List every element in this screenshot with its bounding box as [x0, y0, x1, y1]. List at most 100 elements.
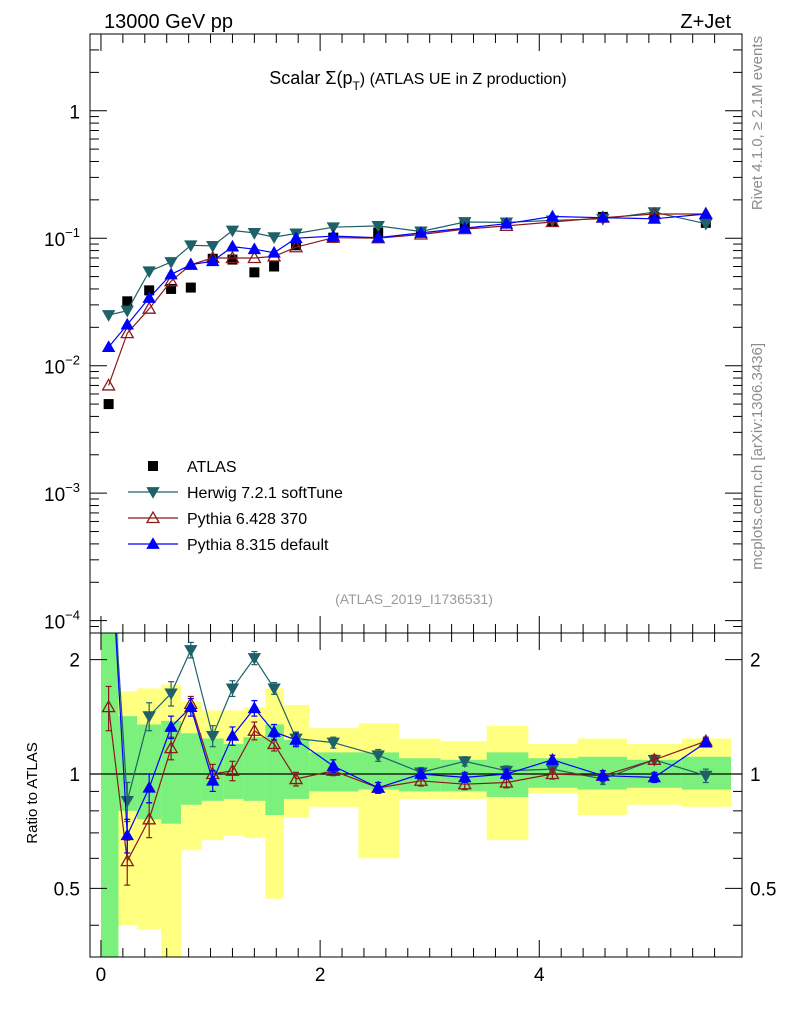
ratio-band-green [223, 743, 244, 799]
chart-title-prefix: Scalar Σ(p [269, 68, 352, 88]
ratio-point [545, 752, 560, 765]
ratio-point [164, 688, 178, 701]
main-point [326, 229, 340, 241]
main-point [371, 230, 385, 243]
ratio-point [184, 645, 198, 657]
main-ytick-base: 1 [69, 103, 80, 124]
main-point [225, 250, 240, 264]
ratio-point [326, 759, 340, 771]
main-point [699, 218, 713, 231]
main-point [289, 231, 303, 244]
ratio-point [545, 766, 560, 780]
main-ytick-label: 1 [69, 103, 80, 124]
legend-marker [146, 487, 160, 499]
ratio-band-green [161, 720, 181, 824]
ratio-ytick-label-right: 1 [750, 765, 761, 786]
main-point [699, 207, 713, 219]
legend-marker [145, 510, 161, 524]
legend-marker [148, 461, 158, 471]
xtick-label: 4 [534, 965, 545, 986]
ratio-ytick-label-left: 0.5 [54, 879, 80, 900]
main-point [269, 261, 280, 272]
ratio-point [225, 763, 240, 776]
main-point [247, 242, 262, 255]
ratio-band-green [180, 733, 202, 805]
main-point [326, 222, 340, 235]
main-point [499, 216, 514, 229]
ratio-point [247, 701, 262, 714]
main-series-2 [101, 206, 713, 391]
legend-label: Herwig 7.2.1 softTune [187, 485, 343, 502]
ratio-point [499, 767, 514, 779]
ratio-series-2 [101, 685, 713, 886]
header-left: 13000 GeV pp [104, 11, 233, 33]
ratio-point [413, 773, 429, 786]
legend-label: Pythia 6.428 370 [187, 511, 307, 528]
main-point [164, 267, 178, 280]
ratio-point [647, 752, 662, 765]
ratio-point [163, 740, 179, 754]
ratio-point [267, 725, 281, 737]
ratio-point [289, 733, 303, 745]
ratio-point [371, 750, 385, 763]
main-point [647, 212, 662, 224]
main-point [458, 221, 472, 234]
mcplots-label: mcplots.cern.ch [arXiv:1306.3436] [749, 343, 766, 570]
xtick-label: 0 [96, 965, 107, 986]
main-point [103, 399, 114, 410]
ratio-point [225, 729, 240, 741]
ratio-point [596, 768, 610, 781]
ratio-frame [89, 632, 743, 958]
ratio-point [499, 775, 514, 788]
main-ytick-label: 10−4 [44, 608, 80, 634]
main-point [267, 232, 281, 244]
main-point [184, 257, 198, 270]
chart-title-sub: T [352, 79, 360, 93]
main-point [206, 241, 220, 253]
ratio-panel: 0.5 0.5 1 1 2 2 0 2 4 [54, 632, 776, 986]
main-point [101, 378, 116, 391]
main-point [225, 239, 240, 252]
ratio-point [120, 828, 134, 841]
ratio-point [371, 780, 385, 793]
ratio-point [699, 770, 713, 783]
main-point [101, 310, 116, 322]
legend-label: ATLAS [187, 459, 237, 476]
ratio-point [206, 773, 220, 786]
chart-title: Scalar Σ(pT) (ATLAS UE in Z production) [269, 68, 566, 93]
main-point [247, 228, 262, 240]
main-series-3 [101, 207, 713, 352]
main-ytick-base: 10 [44, 358, 65, 379]
ratio-point [699, 735, 713, 748]
main-panel: 10−410−310−210−11 [44, 33, 743, 634]
ratio-ytick-label-right: 2 [750, 651, 761, 672]
ratio-point [120, 853, 135, 867]
ratio-point [458, 770, 472, 783]
ratio-point [164, 720, 178, 732]
main-series-line [108, 213, 706, 386]
ratio-point [142, 711, 156, 723]
main-point [142, 291, 156, 303]
main-point [249, 267, 260, 278]
ratio-point [120, 795, 134, 808]
ratio-point [326, 737, 340, 750]
analysis-tag: (ATLAS_2019_I1736531) [335, 591, 493, 607]
ratio-point [247, 653, 262, 665]
main-point [120, 325, 135, 339]
main-ytick-exp: −4 [65, 608, 80, 623]
main-point [164, 257, 178, 269]
main-point [142, 301, 157, 314]
main-point [185, 282, 196, 293]
main-ytick-base: 10 [44, 230, 65, 251]
ratio-band-green [243, 737, 266, 801]
main-point [545, 209, 560, 222]
main-ytick-label: 10−2 [44, 353, 80, 379]
ratio-point [184, 700, 198, 712]
main-point [206, 254, 220, 267]
legend: ATLAS Herwig 7.2.1 softTune Pythia 6.428 3… [128, 459, 343, 554]
main-point [142, 266, 156, 279]
main-point [288, 239, 304, 253]
ratio-point [647, 770, 662, 783]
main-point [166, 283, 177, 294]
